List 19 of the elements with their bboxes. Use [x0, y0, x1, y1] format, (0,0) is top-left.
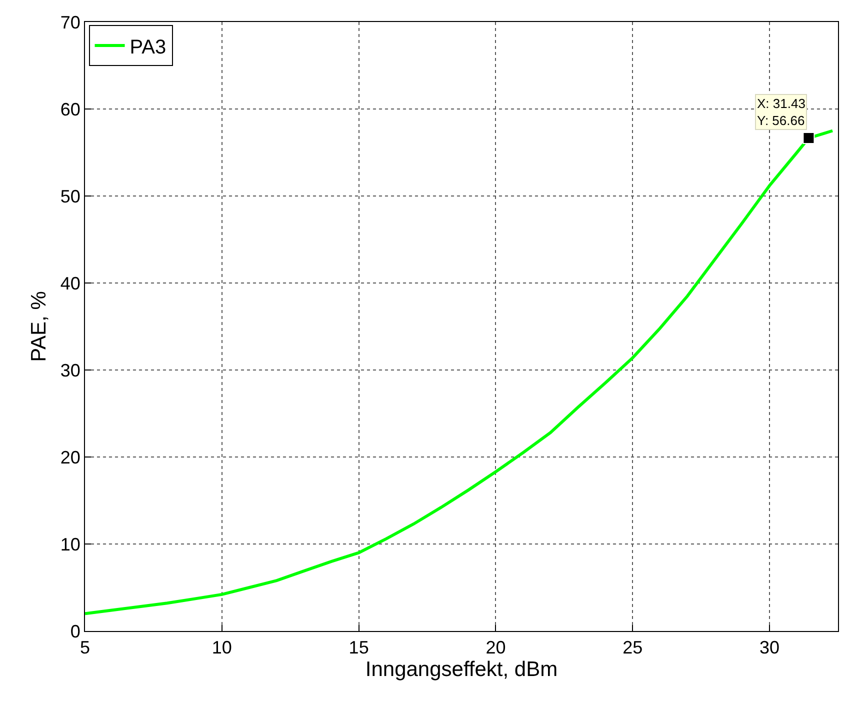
- y-tick-label: 60: [60, 99, 80, 120]
- x-tick-label: 25: [622, 638, 643, 658]
- y-axis-title: PAE, %: [28, 291, 51, 362]
- y-tick-label: 50: [60, 186, 80, 206]
- y-tick-label: 40: [60, 273, 80, 294]
- y-tick-label: 20: [60, 447, 80, 468]
- x-tick-label: 15: [348, 638, 369, 658]
- y-tick-label: 0: [70, 621, 80, 642]
- line-series: [85, 129, 834, 616]
- x-tick-label: 10: [212, 638, 232, 658]
- y-tick-label: 70: [60, 12, 80, 32]
- x-tick-label: 20: [486, 638, 506, 658]
- y-tick-label: 30: [60, 360, 80, 380]
- y-tick-label: 10: [60, 534, 80, 554]
- x-axis-title: Inngangseffekt, dBm: [365, 658, 558, 681]
- legend-label: PA3: [130, 36, 166, 58]
- annotation: X: 31.43 Y: 56.66: [757, 96, 806, 128]
- x-tick-label: 30: [760, 638, 780, 658]
- x-tick-label: 5: [80, 638, 90, 658]
